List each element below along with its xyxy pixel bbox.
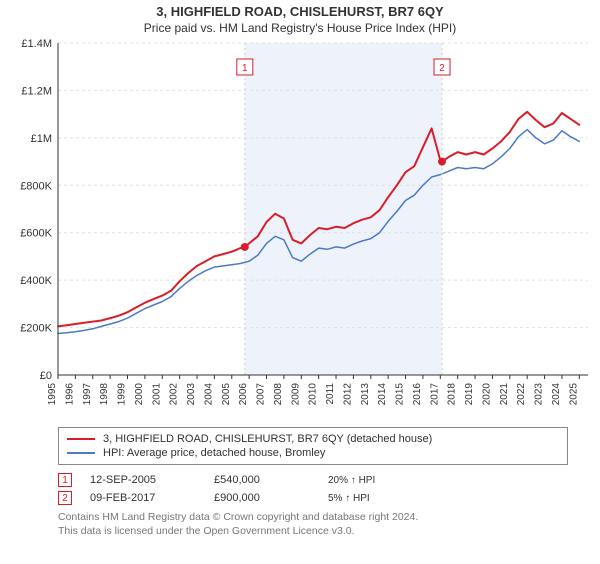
x-tick-label: 2015 [395, 383, 406, 406]
marker-table: 1 12-SEP-2005 £540,000 20% ↑ HPI 2 09-FEB-201… [58, 471, 568, 507]
marker-dot-2 [438, 158, 446, 166]
x-tick-label: 2018 [447, 383, 458, 406]
marker-badge-label-2: 2 [439, 63, 445, 74]
legend-box: 3, HIGHFIELD ROAD, CHISLEHURST, BR7 6QY … [58, 427, 568, 465]
legend-label: HPI: Average price, detached house, Brom… [103, 447, 325, 459]
x-tick-label: 2024 [551, 383, 562, 406]
x-tick-label: 2009 [290, 383, 301, 406]
legend-swatch [67, 438, 95, 440]
legend-row: 3, HIGHFIELD ROAD, CHISLEHURST, BR7 6QY … [67, 432, 559, 446]
x-tick-label: 2013 [360, 383, 371, 406]
x-tick-label: 1996 [64, 383, 75, 406]
x-tick-label: 1997 [82, 383, 93, 406]
x-tick-label: 2023 [534, 383, 545, 406]
shaded-region [245, 43, 442, 375]
y-tick-label: £1.4M [21, 39, 52, 50]
x-tick-label: 2016 [412, 383, 423, 406]
legend-row: HPI: Average price, detached house, Brom… [67, 446, 559, 460]
x-tick-label: 2003 [186, 383, 197, 406]
x-tick-label: 2020 [481, 383, 492, 406]
x-tick-label: 2025 [568, 383, 579, 406]
x-tick-label: 2002 [169, 383, 180, 406]
x-tick-label: 2021 [499, 383, 510, 406]
x-tick-label: 2012 [342, 383, 353, 406]
footer-line-1: Contains HM Land Registry data © Crown c… [58, 511, 568, 525]
x-tick-label: 2006 [238, 383, 249, 406]
legend-label: 3, HIGHFIELD ROAD, CHISLEHURST, BR7 6QY … [103, 433, 432, 445]
footer-attribution: Contains HM Land Registry data © Crown c… [58, 511, 568, 538]
y-tick-label: £800K [20, 180, 52, 192]
marker-badge-label-1: 1 [242, 63, 248, 74]
y-tick-label: £0 [40, 370, 52, 382]
chart-title-sub: Price paid vs. HM Land Registry's House … [0, 21, 600, 35]
x-tick-label: 1995 [47, 383, 58, 406]
x-tick-label: 2000 [134, 383, 145, 406]
marker-row-hpi: 20% ↑ HPI [328, 475, 458, 486]
legend-swatch [67, 452, 95, 454]
x-tick-label: 2011 [325, 383, 336, 405]
marker-row-hpi: 5% ↑ HPI [328, 493, 458, 504]
marker-row-price: £900,000 [214, 492, 324, 504]
marker-row: 1 12-SEP-2005 £540,000 20% ↑ HPI [58, 471, 568, 489]
marker-row-date: 12-SEP-2005 [90, 474, 210, 486]
x-tick-label: 1998 [99, 383, 110, 406]
x-tick-label: 1999 [117, 383, 128, 406]
x-tick-label: 2022 [516, 383, 527, 406]
y-tick-label: £600K [20, 228, 52, 240]
x-tick-label: 2005 [221, 383, 232, 406]
x-tick-label: 2007 [256, 383, 267, 406]
marker-row-date: 09-FEB-2017 [90, 492, 210, 504]
x-tick-label: 2017 [429, 383, 440, 406]
x-tick-label: 2010 [308, 383, 319, 406]
x-tick-label: 2014 [377, 383, 388, 406]
marker-row-price: £540,000 [214, 474, 324, 486]
footer-line-2: This data is licensed under the Open Gov… [58, 525, 568, 539]
y-tick-label: £400K [20, 275, 52, 287]
chart-container: 3, HIGHFIELD ROAD, CHISLEHURST, BR7 6QY … [0, 4, 600, 564]
marker-row-badge: 2 [58, 491, 72, 505]
chart-title-main: 3, HIGHFIELD ROAD, CHISLEHURST, BR7 6QY [0, 4, 600, 19]
y-tick-label: £200K [20, 323, 52, 335]
marker-dot-1 [241, 243, 249, 251]
x-tick-label: 2019 [464, 383, 475, 406]
y-tick-label: £1M [31, 133, 52, 145]
x-tick-label: 2008 [273, 383, 284, 406]
marker-row: 2 09-FEB-2017 £900,000 5% ↑ HPI [58, 489, 568, 507]
marker-row-badge: 1 [58, 473, 72, 487]
x-tick-label: 2001 [151, 383, 162, 406]
x-tick-label: 2004 [203, 383, 214, 406]
chart-svg: £0 £200K £400K £600K £800K £1M £1.2M £1.4M 1995 1… [0, 39, 600, 419]
y-tick-label: £1.2M [21, 85, 52, 97]
chart-plot-area: £0 £200K £400K £600K £800K £1M £1.2M £1.4M 1995 1… [0, 39, 600, 419]
